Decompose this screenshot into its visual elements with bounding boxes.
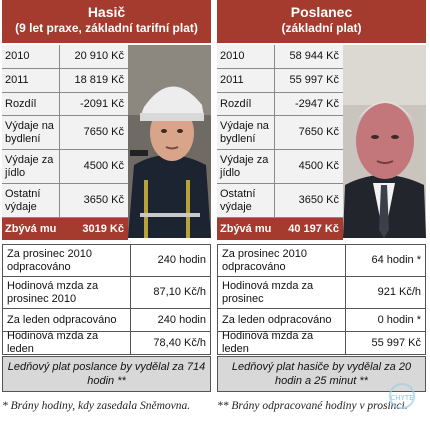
- stat-row: Výdaje na bydlení 7650 Kč: [217, 116, 343, 150]
- svg-text:CHYTE: CHYTE: [390, 394, 413, 402]
- stat-value: -2091 Kč: [79, 97, 124, 110]
- hours-table: Za prosinec 2010 odpracováno 64 hodin * …: [217, 244, 426, 355]
- hours-row: Hodinová mzda za prosinec 921 Kč/h: [218, 277, 425, 309]
- hours-row: Za leden odpracováno 240 hodin: [3, 309, 210, 332]
- stat-label: Rozdíl: [2, 93, 60, 115]
- hours-row: Za leden odpracováno 0 hodin *: [218, 309, 425, 332]
- stat-row: Rozdíl -2947 Kč: [217, 93, 343, 116]
- hours-row: Hodinová mzda za leden 78,40 Kč/h: [3, 330, 210, 355]
- hours-label: Za leden odpracováno: [3, 309, 131, 331]
- stat-row: 2011 18 819 Kč: [2, 69, 128, 93]
- comparison-note: Ledňový plat poslance by vydělal za 714 …: [2, 356, 211, 392]
- stat-label: Ostatní výdaje: [2, 184, 60, 217]
- stat-label: Rozdíl: [217, 93, 275, 115]
- remaining-label: Zbývá mu: [220, 222, 272, 235]
- hours-label: Za prosinec 2010 odpracováno: [218, 245, 346, 276]
- stat-label: Ostatní výdaje: [217, 184, 275, 217]
- stat-label: 2010: [217, 45, 275, 68]
- hours-label: Za leden odpracováno: [218, 309, 346, 331]
- hours-table: Za prosinec 2010 odpracováno 240 hodin H…: [2, 244, 211, 355]
- deputy-title: Poslanec (základní plat): [217, 0, 426, 43]
- hours-value: 0 hodin *: [377, 313, 421, 326]
- stat-row: 2011 55 997 Kč: [217, 69, 343, 93]
- stat-value: 18 819 Kč: [74, 74, 124, 86]
- title-main: Hasič: [87, 4, 126, 20]
- stat-value: 20 910 Kč: [74, 50, 124, 62]
- stat-label: 2011: [2, 69, 60, 92]
- stat-label: Výdaje za jídlo: [2, 150, 60, 183]
- firefighter-title: Hasič (9 let praxe, základní tarifní pla…: [2, 0, 211, 43]
- hours-row: Hodinová mzda za leden 55 997 Kč: [218, 330, 425, 355]
- stat-label: 2010: [2, 45, 60, 68]
- stat-value: 3650 Kč: [83, 194, 124, 206]
- hours-row: Za prosinec 2010 odpracováno 64 hodin *: [218, 245, 425, 277]
- stat-value: 4500 Kč: [298, 160, 339, 172]
- stat-value: 3650 Kč: [298, 194, 339, 206]
- stat-label: Výdaje na bydlení: [2, 116, 60, 149]
- hours-value: 78,40 Kč/h: [153, 336, 206, 349]
- stat-value: 4500 Kč: [83, 160, 124, 172]
- stat-row: 2010 20 910 Kč: [2, 45, 128, 69]
- title-sub: (9 let praxe, základní tarifní plat): [15, 21, 198, 35]
- hours-value: 64 hodin *: [371, 254, 421, 266]
- footnote-hours-worked: ** Brány odpracované hodiny v prosinci.: [217, 400, 408, 412]
- salary-stats: 2010 20 910 Kč 2011 18 819 Kč Rozdíl -20…: [2, 45, 128, 240]
- stat-label: 2011: [217, 69, 275, 92]
- stat-value: 7650 Kč: [83, 126, 124, 138]
- stat-row: Výdaje na bydlení 7650 Kč: [2, 116, 128, 150]
- stat-row: Rozdíl -2091 Kč: [2, 93, 128, 116]
- hours-label: Za prosinec 2010 odpracováno: [3, 245, 131, 276]
- title-main: Poslanec: [290, 4, 353, 20]
- hours-row: Hodinová mzda za prosinec 2010 87,10 Kč/…: [3, 277, 210, 309]
- title-sub: (základní plat): [281, 21, 362, 35]
- hours-value: 240 hodin: [157, 254, 206, 266]
- hours-value: 55 997 Kč: [371, 336, 421, 349]
- remaining-row: Zbývá mu 40 197 Kč: [217, 218, 343, 240]
- remaining-label: Zbývá mu: [5, 222, 57, 235]
- stat-row: Výdaje za jídlo 4500 Kč: [2, 150, 128, 184]
- stat-label: Výdaje na bydlení: [217, 116, 275, 149]
- salary-stats: 2010 58 944 Kč 2011 55 997 Kč Rozdíl -29…: [217, 45, 343, 240]
- stat-value: 7650 Kč: [298, 126, 339, 138]
- comparison-note: Ledňový plat hasiče by vydělal za 20 hod…: [217, 356, 426, 392]
- footnote-hours-sessions: * Brány hodiny, kdy zasedala Sněmovna.: [2, 400, 191, 412]
- stat-value: -2947 Kč: [294, 97, 339, 110]
- stat-row: Ostatní výdaje 3650 Kč: [217, 184, 343, 218]
- stat-row: Výdaje za jídlo 4500 Kč: [217, 150, 343, 184]
- remaining-value: 3019 Kč: [82, 222, 124, 235]
- hours-label: Hodinová mzda za leden: [3, 330, 131, 355]
- stat-row: 2010 58 944 Kč: [217, 45, 343, 69]
- remaining-row: Zbývá mu 3019 Kč: [2, 218, 128, 240]
- stat-row: Ostatní výdaje 3650 Kč: [2, 184, 128, 218]
- hours-row: Za prosinec 2010 odpracováno 240 hodin: [3, 245, 210, 277]
- firefighter-photo: [128, 45, 211, 238]
- hours-value: 240 hodin: [157, 313, 206, 326]
- deputy-photo: [343, 45, 426, 238]
- hours-label: Hodinová mzda za prosinec 2010: [3, 277, 131, 308]
- stat-value: 55 997 Kč: [289, 74, 339, 86]
- hours-label: Hodinová mzda za prosinec: [218, 277, 346, 308]
- remaining-value: 40 197 Kč: [288, 222, 339, 235]
- hours-value: 921 Kč/h: [377, 286, 421, 298]
- stat-label: Výdaje za jídlo: [217, 150, 275, 183]
- hours-label: Hodinová mzda za leden: [218, 330, 346, 355]
- hours-value: 87,10 Kč/h: [153, 286, 206, 298]
- watermark-logo: CHYTE: [382, 382, 422, 412]
- stat-value: 58 944 Kč: [289, 50, 339, 62]
